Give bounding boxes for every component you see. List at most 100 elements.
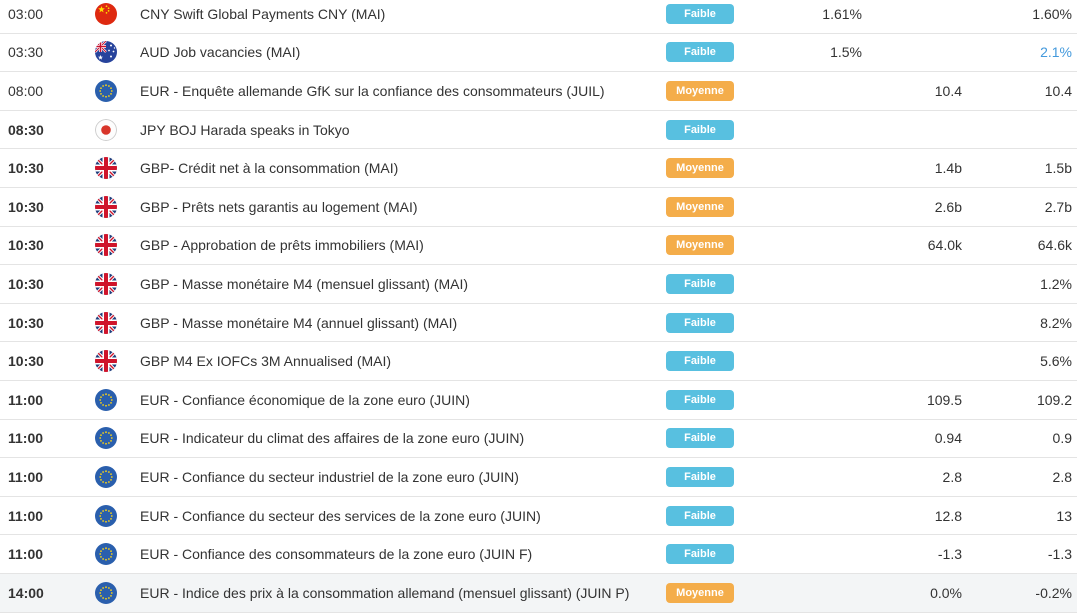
forecast-value: 109.5 [926, 391, 962, 408]
event-label: EUR - Confiance du secteur des services … [140, 507, 541, 524]
event-label: GBP - Masse monétaire M4 (annuel glissan… [140, 314, 458, 331]
event-label: EUR - Confiance économique de la zone eu… [140, 391, 470, 408]
importance-badge: Faible [666, 389, 734, 410]
previous-value: 1.2% [1040, 275, 1072, 292]
flag-eu-icon [84, 543, 128, 566]
event-row[interactable]: 10:30 GBP - Masse monétaire M4 (mensuel … [0, 265, 1077, 304]
importance-badge: Moyenne [666, 235, 734, 256]
forecast-value: 0.94 [934, 430, 962, 447]
forecast-value: 12.8 [934, 507, 962, 524]
importance-badge: Faible [666, 42, 734, 63]
previous-value: 13 [1056, 507, 1072, 524]
event-label: GBP - Approbation de prêts immobiliers (… [140, 237, 424, 254]
previous-value: 1.5b [1044, 160, 1072, 177]
flag-uk-icon [84, 350, 128, 373]
flag-uk-icon [84, 272, 128, 295]
time-cell: 11:00 [8, 468, 44, 485]
flag-uk-icon [84, 157, 128, 180]
flag-eu-icon [84, 388, 128, 411]
flag-eu-icon [84, 79, 128, 102]
time-cell: 03:00 [8, 5, 44, 22]
flag-eu-icon [84, 465, 128, 488]
event-row[interactable]: 10:30 GBP M4 Ex IOFCs 3M Annualised (MAI… [0, 342, 1077, 381]
event-row[interactable]: 11:00 EUR - Indicateur du climat des aff… [0, 419, 1077, 459]
event-row[interactable]: 03:30 AUD Job vacancies (MAI) Faible 1.5… [0, 33, 1077, 73]
importance-badge: Faible [666, 544, 734, 565]
previous-value: 0.9 [1052, 430, 1072, 447]
flag-japan-icon [84, 118, 128, 141]
importance-badge: Moyenne [666, 80, 734, 101]
event-label: CNY Swift Global Payments CNY (MAI) [140, 5, 386, 22]
event-label: GBP - Masse monétaire M4 (mensuel glissa… [140, 275, 469, 292]
time-cell: 08:00 [8, 82, 44, 99]
forecast-value: -1.3 [937, 546, 962, 563]
previous-value: 5.6% [1040, 353, 1072, 370]
time-cell: 10:30 [8, 275, 44, 292]
importance-badge: Faible [666, 273, 734, 294]
event-label: EUR - Enquête allemande GfK sur la confi… [140, 82, 605, 99]
event-label: GBP M4 Ex IOFCs 3M Annualised (MAI) [140, 353, 392, 370]
time-cell: 14:00 [8, 584, 44, 601]
event-label: EUR - Indice des prix à la consommation … [140, 584, 630, 601]
forecast-value: 2.8 [942, 468, 962, 485]
event-label: EUR - Confiance des consommateurs de la … [140, 546, 533, 563]
actual-value: 1.61% [822, 5, 862, 22]
time-cell: 11:00 [8, 391, 44, 408]
event-row[interactable]: 08:30 JPY BOJ Harada speaks in Tokyo Fai… [0, 110, 1077, 150]
event-label: GBP- Crédit net à la consommation (MAI) [140, 160, 399, 177]
previous-value: 64.6k [1037, 237, 1072, 254]
flag-uk-icon [84, 311, 128, 334]
event-label: EUR - Confiance du secteur industriel de… [140, 468, 519, 485]
time-cell: 10:30 [8, 198, 44, 215]
time-cell: 11:00 [8, 430, 44, 447]
event-row[interactable]: 10:30 GBP - Approbation de prêts immobil… [0, 226, 1077, 266]
time-cell: 03:30 [8, 44, 44, 61]
event-row[interactable]: 11:00 EUR - Confiance du secteur des ser… [0, 496, 1077, 536]
importance-badge: Moyenne [666, 582, 734, 603]
event-row[interactable]: 11:00 EUR - Confiance économique de la z… [0, 380, 1077, 420]
event-label: AUD Job vacancies (MAI) [140, 44, 301, 61]
importance-badge: Moyenne [666, 158, 734, 179]
importance-badge: Faible [666, 351, 734, 372]
flag-china-icon [84, 2, 128, 25]
previous-value: 2.7b [1044, 198, 1072, 215]
forecast-value: 0.0% [930, 584, 962, 601]
importance-badge: Faible [666, 428, 734, 449]
flag-uk-icon [84, 234, 128, 257]
previous-value-link[interactable]: 2.1% [1040, 44, 1072, 61]
time-cell: 10:30 [8, 237, 44, 254]
importance-badge: Moyenne [666, 196, 734, 217]
previous-value: 1.60% [1032, 5, 1072, 22]
event-row[interactable]: 14:00 EUR - Indice des prix à la consomm… [0, 573, 1077, 613]
forecast-value: 2.6b [934, 198, 962, 215]
previous-value: -1.3 [1047, 546, 1072, 563]
event-row[interactable]: 10:30 GBP - Masse monétaire M4 (annuel g… [0, 303, 1077, 343]
time-cell: 11:00 [8, 507, 44, 524]
event-row[interactable]: 11:00 EUR - Confiance du secteur industr… [0, 458, 1077, 497]
event-label: EUR - Indicateur du climat des affaires … [140, 430, 525, 447]
time-cell: 11:00 [8, 546, 44, 563]
importance-badge: Faible [666, 3, 734, 24]
time-cell: 08:30 [8, 121, 44, 138]
flag-eu-icon [84, 581, 128, 604]
previous-value: -0.2% [1035, 584, 1072, 601]
flag-uk-icon [84, 195, 128, 218]
time-cell: 10:30 [8, 353, 44, 370]
forecast-value: 64.0k [927, 237, 962, 254]
importance-badge: Faible [666, 505, 734, 526]
event-row[interactable]: 08:00 EUR - Enquête allemande GfK sur la… [0, 72, 1077, 111]
event-row[interactable]: 11:00 EUR - Confiance des consommateurs … [0, 535, 1077, 574]
forecast-value: 10.4 [934, 82, 962, 99]
event-row[interactable]: 03:00 CNY Swift Global Payments CNY (MAI… [0, 0, 1077, 34]
previous-value: 8.2% [1040, 314, 1072, 331]
event-row[interactable]: 10:30 GBP- Crédit net à la consommation … [0, 149, 1077, 188]
previous-value: 109.2 [1036, 391, 1072, 408]
importance-badge: Faible [666, 119, 734, 140]
time-cell: 10:30 [8, 160, 44, 177]
importance-badge: Faible [666, 466, 734, 487]
event-row[interactable]: 10:30 GBP - Prêts nets garantis au logem… [0, 187, 1077, 227]
actual-value: 1.5% [830, 44, 862, 61]
time-cell: 10:30 [8, 314, 44, 331]
previous-value: 2.8 [1052, 468, 1072, 485]
